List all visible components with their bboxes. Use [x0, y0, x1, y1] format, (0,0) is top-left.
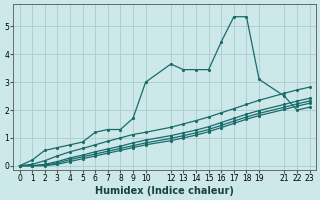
X-axis label: Humidex (Indice chaleur): Humidex (Indice chaleur) [95, 186, 234, 196]
